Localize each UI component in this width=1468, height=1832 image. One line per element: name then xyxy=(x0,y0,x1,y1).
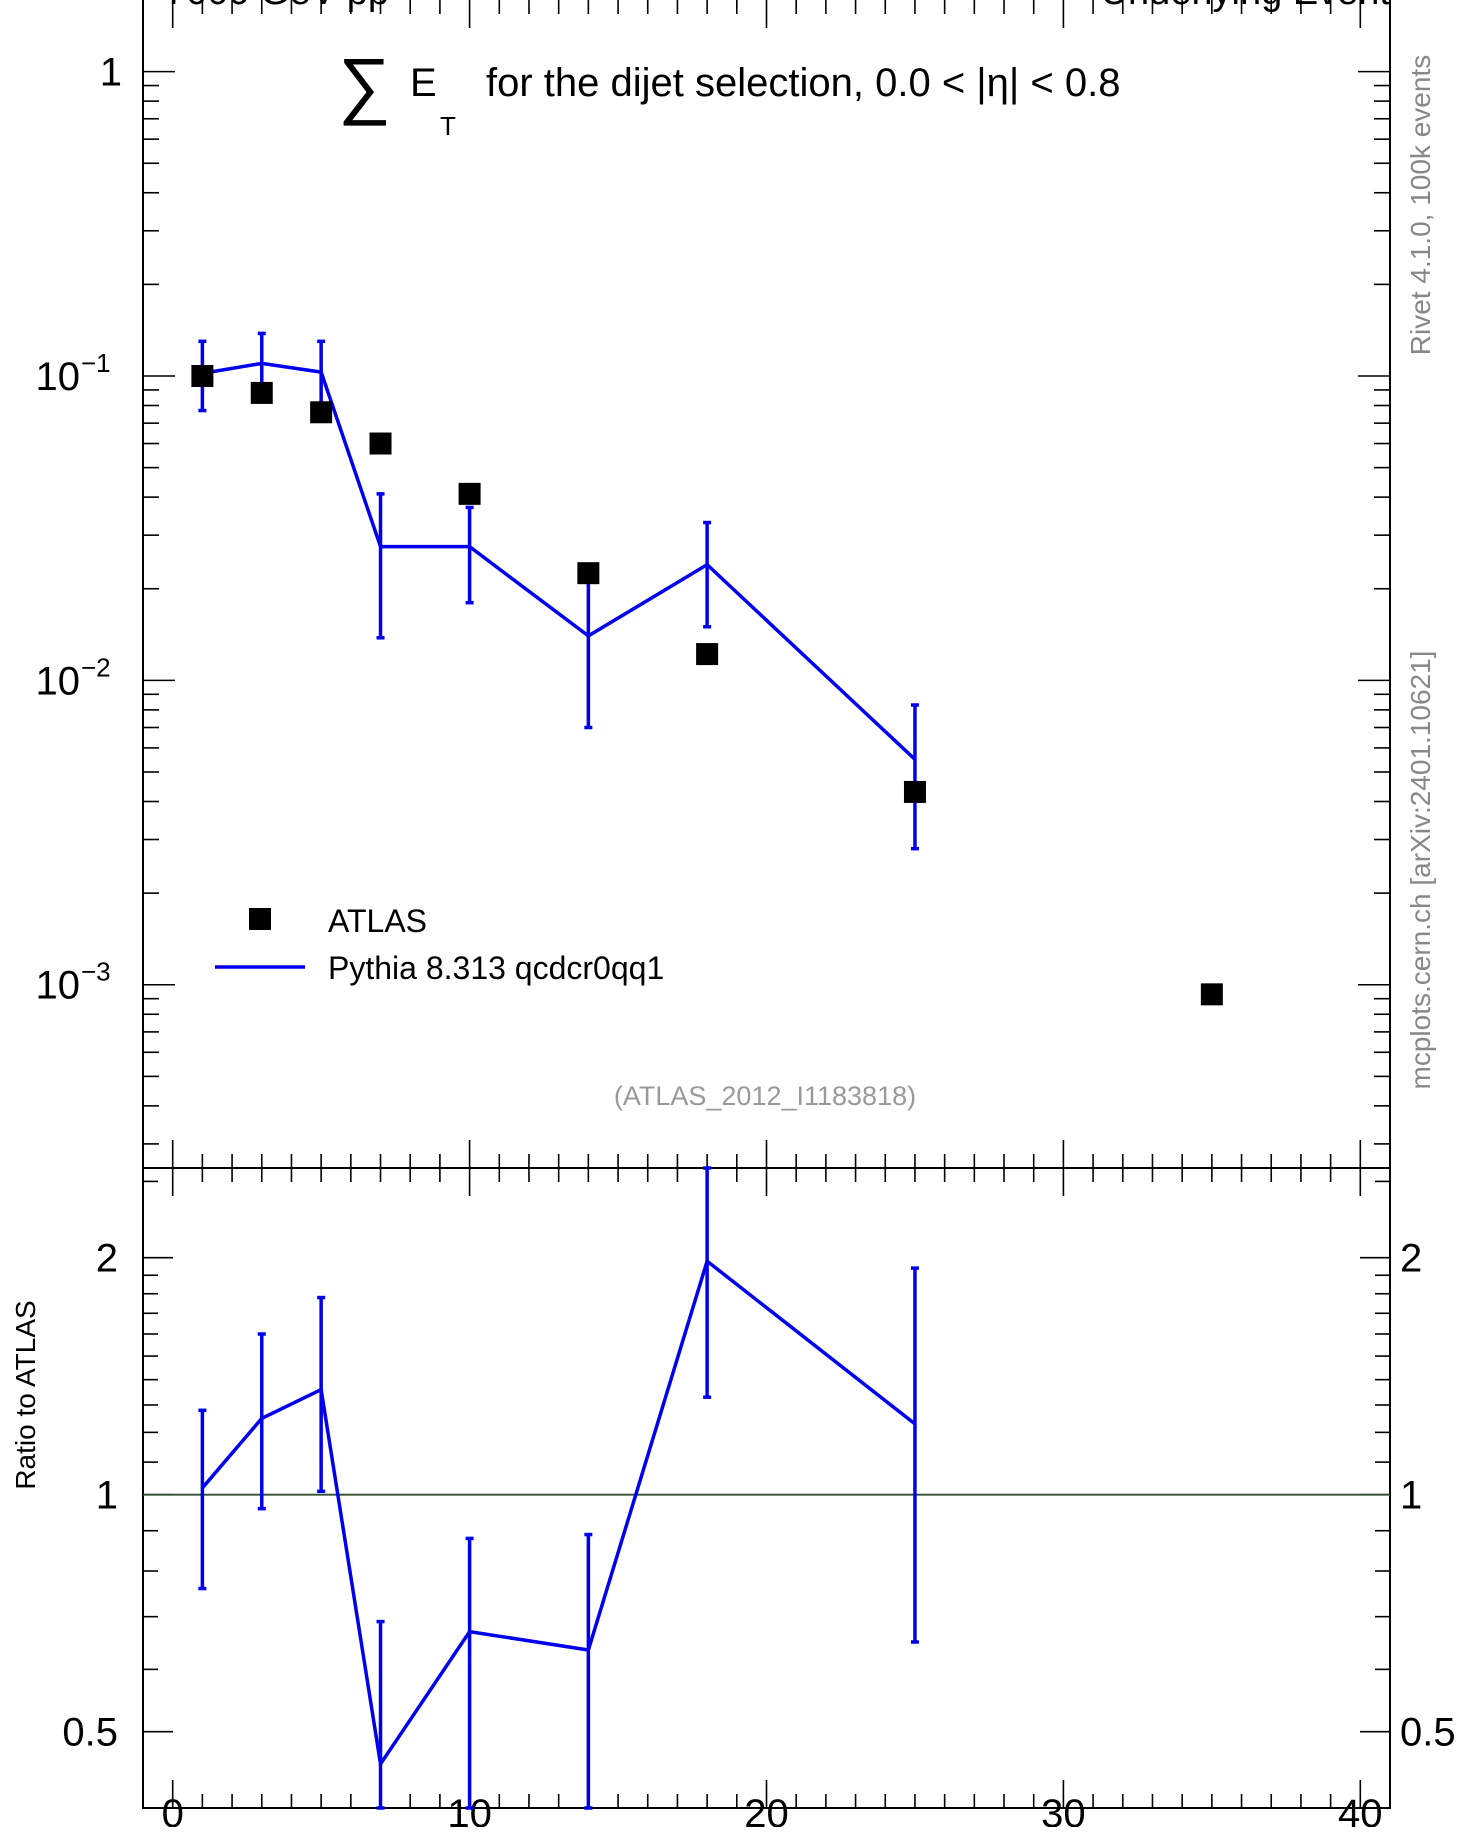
side-site-label: mcplots.cern.ch [arXiv:2401.10621] xyxy=(1405,651,1436,1090)
series-line-pythia xyxy=(202,361,917,761)
data-point-atlas xyxy=(458,482,481,505)
chart-title-sum: ∑ xyxy=(338,43,391,126)
x-tick-label: 40 xyxy=(1338,1792,1383,1827)
ratio-ylabel: Ratio to ATLAS xyxy=(10,1300,41,1489)
data-point-atlas xyxy=(1200,983,1223,1006)
ratio-y-tick-label-left: 2 xyxy=(96,1237,118,1281)
data-point-atlas xyxy=(696,643,719,666)
data-point-atlas xyxy=(310,401,333,424)
data-point-atlas xyxy=(369,432,392,455)
y-tick-label-exponent: −1 xyxy=(81,348,111,378)
y-tick-label-exponent: −3 xyxy=(81,957,111,987)
data-point-atlas xyxy=(577,562,600,585)
ratio-y-tick-label-left: 1 xyxy=(96,1474,118,1518)
y-tick-label-exponent: −2 xyxy=(81,652,111,682)
side-version-label: Rivet 4.1.0, 100k events xyxy=(1405,55,1436,355)
main-plot-series xyxy=(191,331,1223,1006)
data-point-atlas xyxy=(250,381,273,404)
ratio-y-tick-label-left: 0.5 xyxy=(62,1711,118,1755)
ratio-y-tick-label-right: 0.5 xyxy=(1400,1711,1456,1755)
chart-title-sub: T xyxy=(440,111,456,141)
legend-marker-atlas xyxy=(249,908,271,930)
chart-annotation: (ATLAS_2012_I1183818) xyxy=(614,1081,916,1111)
data-point-atlas xyxy=(903,780,926,803)
legend-label-pythia: Pythia 8.313 qcdcr0qq1 xyxy=(328,950,664,986)
legend: ATLAS Pythia 8.313 qcdcr0qq1 xyxy=(215,903,664,986)
x-tick-label: 30 xyxy=(1041,1792,1086,1827)
ratio-y-tick-label-right: 1 xyxy=(1400,1474,1422,1518)
y-tick-label: 10 xyxy=(36,964,81,1008)
axis-ticks xyxy=(143,0,1390,1809)
data-point-atlas xyxy=(191,365,214,387)
header-left: 7000 GeV pp xyxy=(165,0,389,13)
x-tick-label: 0 xyxy=(162,1792,184,1827)
y-tick-label: 1 xyxy=(100,51,122,95)
chart-title-rest: for the dijet selection, 0.0 < |η| < 0.8 xyxy=(486,61,1121,105)
chart-title-var: E xyxy=(410,61,437,105)
y-tick-label: 10 xyxy=(36,659,81,703)
ratio-plot-series xyxy=(198,1166,919,1810)
ratio-plot-frame xyxy=(142,1167,1391,1809)
legend-label-atlas: ATLAS xyxy=(328,903,427,939)
ratio-y-tick-label-right: 2 xyxy=(1400,1237,1422,1281)
header-right: Underlying Event xyxy=(1101,0,1391,13)
ratio-series-line xyxy=(201,1258,917,1769)
y-tick-label: 10 xyxy=(36,355,81,399)
x-tick-label: 20 xyxy=(744,1792,789,1827)
